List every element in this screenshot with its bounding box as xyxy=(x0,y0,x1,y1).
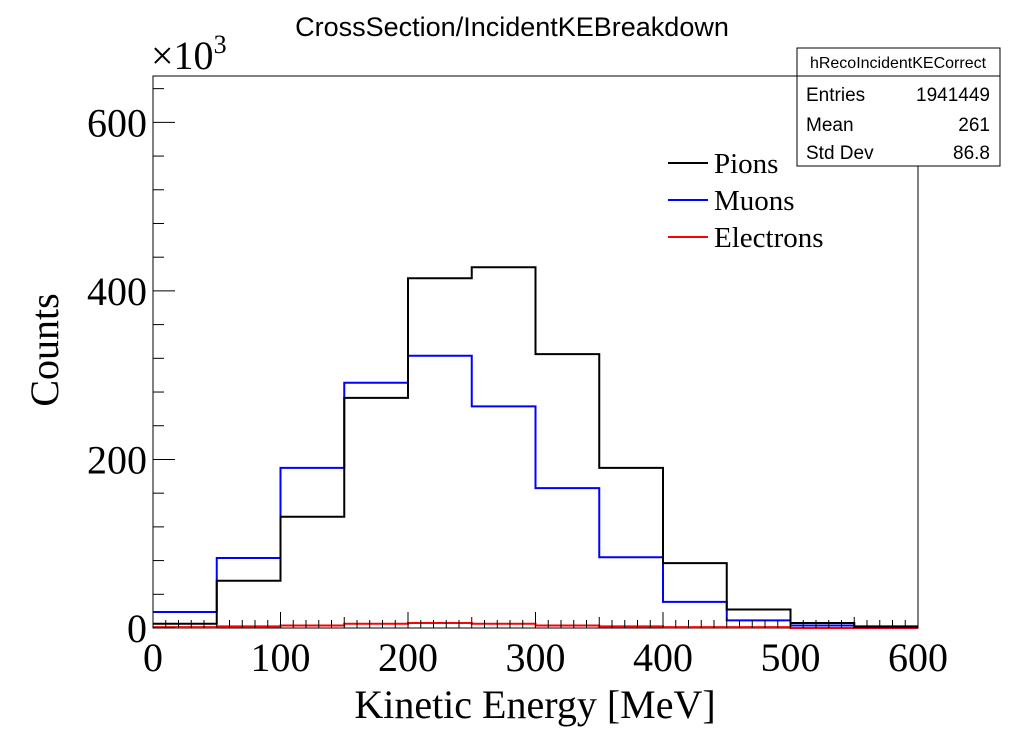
x-tick-label: 300 xyxy=(506,635,566,680)
y-tick-label: 200 xyxy=(87,437,147,482)
series-muons-line xyxy=(153,354,918,629)
stats-stddev-label: Std Dev xyxy=(806,143,874,164)
stats-box-frame xyxy=(796,47,1001,167)
stats-mean-label: Mean xyxy=(806,115,854,136)
y-multiplier: ×103 xyxy=(151,30,227,78)
x-tick-label: 100 xyxy=(251,635,311,680)
legend-label-pions: Pions xyxy=(714,148,778,180)
series-layer xyxy=(153,266,918,629)
y-axis-label: Counts xyxy=(22,293,67,406)
stats-box-title: hRecoIncidentKECorrect xyxy=(810,55,987,72)
stats-entries-value: 1941449 xyxy=(916,85,990,106)
x-tick-label: 400 xyxy=(633,635,693,680)
x-tick-label: 0 xyxy=(143,635,163,680)
x-tick-label: 600 xyxy=(888,635,948,680)
x-tick-label: 200 xyxy=(378,635,438,680)
y-tick-label: 400 xyxy=(87,269,147,314)
x-tick-label: 500 xyxy=(761,635,821,680)
series-pions-line xyxy=(153,266,918,628)
stats-entries-label: Entries xyxy=(806,85,865,106)
chart-title: CrossSection/IncidentKEBreakdown xyxy=(295,12,729,42)
legend: Pions Muons Electrons xyxy=(668,148,824,254)
stats-mean-value: 261 xyxy=(958,115,990,136)
stats-stddev-value: 86.8 xyxy=(953,143,990,164)
x-axis-label: Kinetic Energy [MeV] xyxy=(354,682,715,727)
x-axis: 0 100 200 300 400 500 600 xyxy=(143,612,948,680)
y-tick-label: 600 xyxy=(87,100,147,145)
legend-label-electrons: Electrons xyxy=(714,222,824,254)
stats-box: hRecoIncidentKECorrect Entries 1941449 M… xyxy=(796,47,1001,167)
y-axis: 0 200 400 600 xyxy=(87,88,175,651)
y-tick-label: 0 xyxy=(127,606,147,651)
legend-label-muons: Muons xyxy=(714,185,795,217)
